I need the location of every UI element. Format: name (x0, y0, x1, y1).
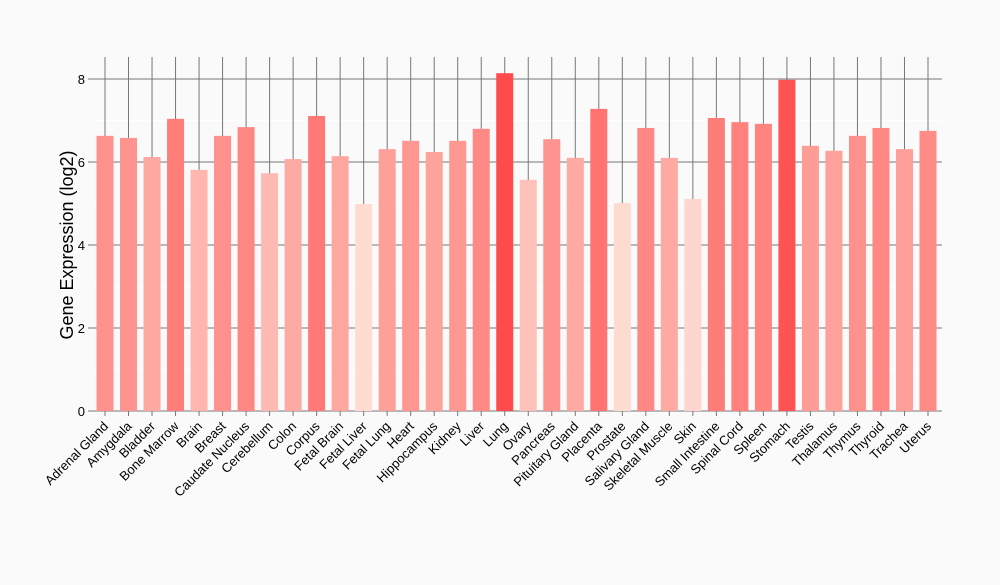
y-tick-label: 8 (78, 72, 85, 87)
bar-salivary-gland (637, 127, 655, 411)
bar-kidney (449, 140, 467, 411)
bar-corpus (308, 115, 326, 411)
bar-thyroid (872, 127, 890, 411)
bar-bladder (143, 157, 161, 411)
y-axis-label: Gene Expression (log2) (57, 150, 77, 339)
y-axis: 0 2 4 6 8 (78, 72, 93, 419)
bar-stomach (778, 79, 796, 411)
x-tick-label: Liver (457, 418, 488, 449)
bar-brain (190, 169, 208, 411)
bar-fetal-liver (355, 203, 373, 411)
bar-liver (472, 128, 490, 412)
bar-uterus (919, 130, 937, 411)
bar-bone-marrow (167, 118, 185, 411)
bar-small-intestine (707, 118, 725, 411)
bar-skeletal-muscle (660, 157, 678, 411)
bar-colon (284, 159, 302, 411)
bar-amygdala (120, 137, 138, 411)
bar-ovary (519, 179, 537, 411)
bar-placenta (590, 108, 608, 411)
y-tick-label: 6 (78, 155, 85, 170)
bar-cerebellum (261, 173, 279, 411)
y-tick-label: 0 (78, 404, 85, 419)
bar-fetal-lung (378, 149, 396, 411)
bar-breast (214, 135, 232, 412)
bar-testis (801, 145, 819, 411)
bar-heart (402, 140, 420, 411)
bar-thalamus (825, 150, 843, 412)
bar-adrenal-gland (96, 135, 114, 412)
bar-caudate-nucleus (237, 127, 255, 411)
bar-prostate (613, 203, 631, 411)
bar-spinal-cord (731, 122, 749, 411)
bar-fetal-brain (331, 156, 349, 411)
y-tick-label: 2 (78, 321, 85, 336)
bar-hippocampus (425, 152, 443, 412)
bar-pancreas (543, 139, 561, 412)
bar-pituitary-gland (566, 157, 584, 411)
bars (96, 73, 937, 412)
bar-skin (684, 198, 702, 411)
bar-lung (496, 73, 514, 411)
bar-trachea (895, 149, 913, 411)
bar-spleen (754, 123, 772, 411)
bar-thymus (848, 135, 866, 412)
y-tick-label: 4 (78, 238, 85, 253)
